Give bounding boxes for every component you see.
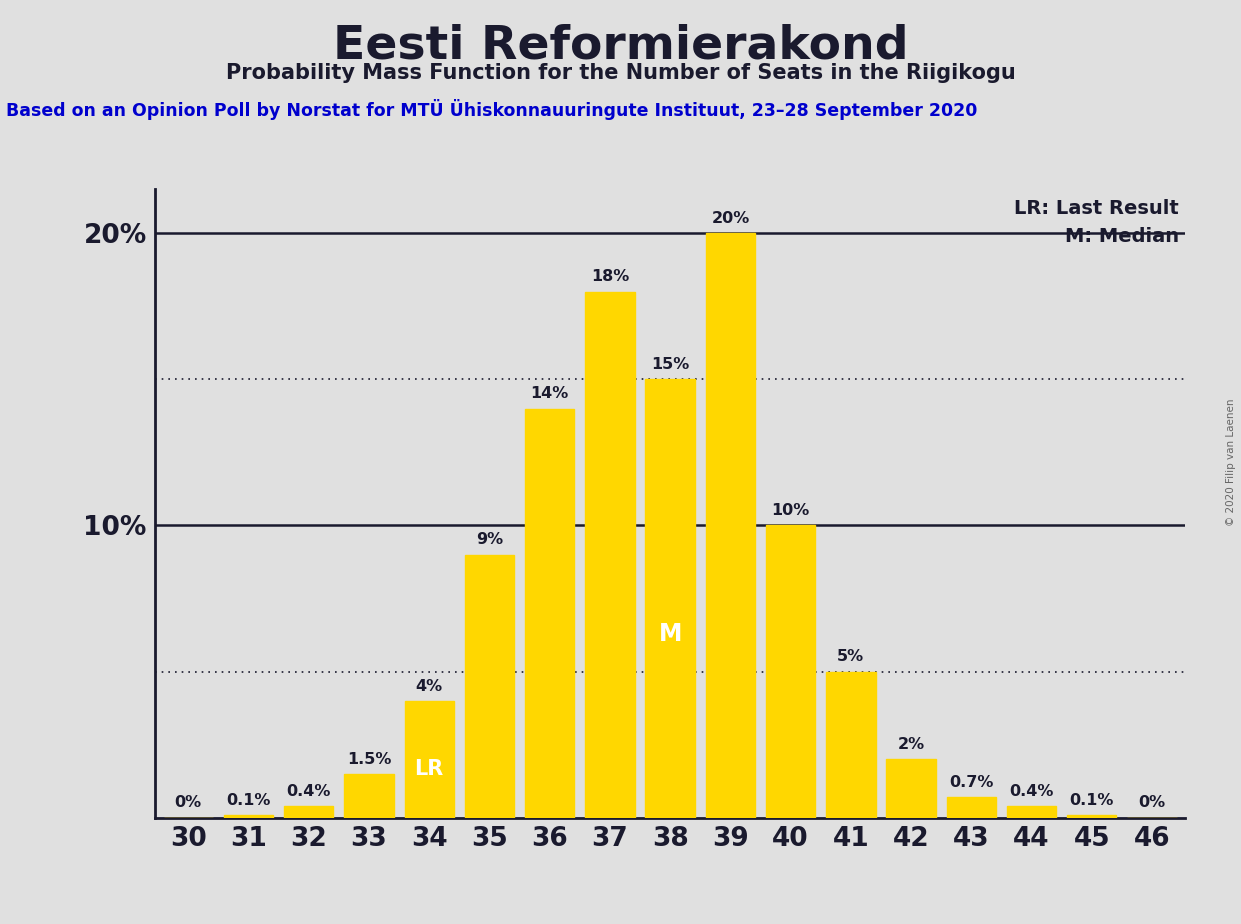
Text: 5%: 5% [838,650,865,664]
Text: 0.1%: 0.1% [1070,793,1114,808]
Text: Eesti Reformierakond: Eesti Reformierakond [333,23,908,68]
Text: M: M [659,622,681,646]
Text: 2%: 2% [897,737,925,752]
Bar [344,774,393,818]
Text: Based on an Opinion Poll by Norstat for MTÜ Ühiskonnauuringute Instituut, 23–28 : Based on an Opinion Poll by Norstat for … [6,99,978,120]
Text: M: Median: M: Median [1065,227,1179,246]
Bar [1006,806,1056,818]
Bar [886,760,936,818]
Bar [827,672,876,818]
Bar [223,815,273,818]
Text: 1.5%: 1.5% [346,751,391,767]
Text: LR: Last Result: LR: Last Result [1014,199,1179,218]
Bar [1067,815,1117,818]
Text: © 2020 Filip van Laenen: © 2020 Filip van Laenen [1226,398,1236,526]
Bar [525,408,575,818]
Text: 0%: 0% [175,796,202,810]
Bar [284,806,334,818]
Bar [405,700,454,818]
Text: 15%: 15% [652,357,689,372]
Text: 18%: 18% [591,270,629,285]
Text: Probability Mass Function for the Number of Seats in the Riigikogu: Probability Mass Function for the Number… [226,63,1015,83]
Text: 20%: 20% [711,211,750,226]
Text: 0.4%: 0.4% [287,784,331,798]
Text: 0.1%: 0.1% [226,793,271,808]
Bar [645,380,695,818]
Text: 0.4%: 0.4% [1009,784,1054,798]
Text: 14%: 14% [531,386,568,401]
Bar [766,526,815,818]
Text: LR: LR [414,759,444,779]
Bar [586,292,634,818]
Bar [464,554,514,818]
Text: 10%: 10% [772,504,809,518]
Text: 0%: 0% [1138,796,1165,810]
Text: 0.7%: 0.7% [949,775,994,790]
Bar [706,233,755,818]
Text: 4%: 4% [416,678,443,694]
Bar [947,797,997,818]
Text: 9%: 9% [475,532,503,547]
